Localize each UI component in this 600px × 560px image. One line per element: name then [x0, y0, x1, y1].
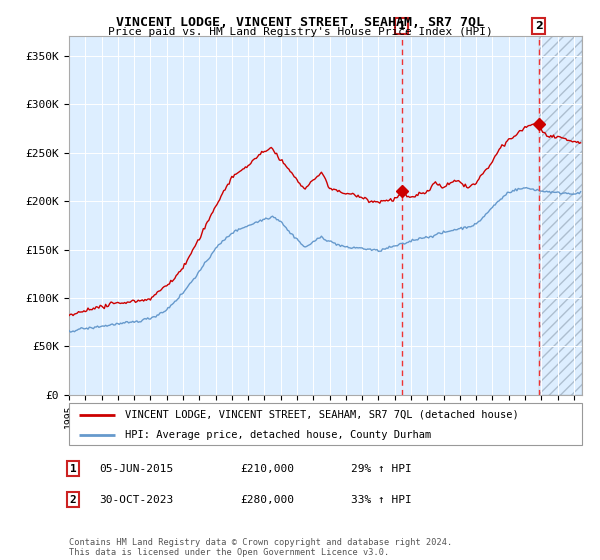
Text: 1: 1: [398, 21, 406, 31]
Text: VINCENT LODGE, VINCENT STREET, SEAHAM, SR7 7QL: VINCENT LODGE, VINCENT STREET, SEAHAM, S…: [116, 16, 484, 29]
Text: 29% ↑ HPI: 29% ↑ HPI: [351, 464, 412, 474]
Text: HPI: Average price, detached house, County Durham: HPI: Average price, detached house, Coun…: [125, 430, 431, 440]
Text: 2: 2: [70, 494, 77, 505]
Text: £280,000: £280,000: [240, 494, 294, 505]
Text: VINCENT LODGE, VINCENT STREET, SEAHAM, SR7 7QL (detached house): VINCENT LODGE, VINCENT STREET, SEAHAM, S…: [125, 410, 519, 420]
Text: Contains HM Land Registry data © Crown copyright and database right 2024.
This d: Contains HM Land Registry data © Crown c…: [69, 538, 452, 557]
Text: 2: 2: [535, 21, 542, 31]
Bar: [539, 36, 582, 395]
Text: 1: 1: [70, 464, 77, 474]
FancyBboxPatch shape: [69, 403, 582, 445]
Text: Price paid vs. HM Land Registry's House Price Index (HPI): Price paid vs. HM Land Registry's House …: [107, 27, 493, 37]
Bar: [539, 36, 582, 395]
Text: 30-OCT-2023: 30-OCT-2023: [99, 494, 173, 505]
Text: 05-JUN-2015: 05-JUN-2015: [99, 464, 173, 474]
Text: 33% ↑ HPI: 33% ↑ HPI: [351, 494, 412, 505]
Text: £210,000: £210,000: [240, 464, 294, 474]
